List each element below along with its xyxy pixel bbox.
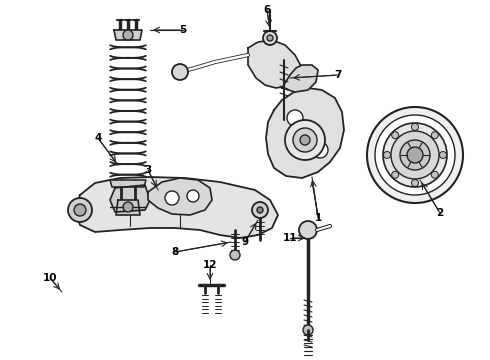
Circle shape — [123, 202, 133, 212]
Circle shape — [383, 123, 447, 187]
Circle shape — [257, 207, 263, 213]
Text: 10: 10 — [43, 273, 57, 283]
Circle shape — [68, 198, 92, 222]
Circle shape — [431, 132, 438, 139]
Circle shape — [187, 190, 199, 202]
Circle shape — [375, 115, 455, 195]
Text: 1: 1 — [315, 213, 321, 223]
Polygon shape — [248, 40, 302, 88]
Circle shape — [412, 180, 418, 186]
Circle shape — [407, 147, 423, 163]
Circle shape — [392, 132, 399, 139]
Circle shape — [431, 171, 438, 178]
Circle shape — [123, 30, 133, 40]
Text: 12: 12 — [203, 260, 217, 270]
Text: 3: 3 — [145, 165, 151, 175]
Circle shape — [312, 142, 328, 158]
Polygon shape — [148, 178, 212, 215]
Text: 5: 5 — [179, 25, 187, 35]
Circle shape — [263, 31, 277, 45]
Text: 2: 2 — [437, 208, 443, 218]
Circle shape — [391, 131, 439, 179]
Circle shape — [400, 140, 430, 170]
Text: 4: 4 — [94, 133, 102, 143]
Polygon shape — [110, 180, 146, 187]
Circle shape — [303, 325, 313, 335]
Circle shape — [172, 64, 188, 80]
Circle shape — [293, 128, 317, 152]
Text: 8: 8 — [172, 247, 179, 257]
Text: 7: 7 — [334, 70, 342, 80]
Text: 11: 11 — [283, 233, 297, 243]
Circle shape — [287, 110, 303, 126]
Circle shape — [252, 202, 268, 218]
Circle shape — [165, 191, 179, 205]
Text: 9: 9 — [242, 237, 248, 247]
Polygon shape — [282, 65, 318, 92]
Polygon shape — [75, 177, 278, 238]
Circle shape — [392, 171, 399, 178]
Circle shape — [384, 152, 391, 158]
Circle shape — [74, 204, 86, 216]
Circle shape — [267, 35, 273, 41]
Circle shape — [367, 107, 463, 203]
Circle shape — [285, 120, 325, 160]
Polygon shape — [110, 185, 150, 212]
Polygon shape — [266, 88, 344, 178]
Circle shape — [412, 123, 418, 131]
Circle shape — [440, 152, 446, 158]
Polygon shape — [114, 30, 142, 40]
Text: 6: 6 — [264, 5, 270, 15]
Circle shape — [299, 221, 317, 239]
Circle shape — [300, 135, 310, 145]
Polygon shape — [116, 200, 140, 215]
Circle shape — [230, 250, 240, 260]
